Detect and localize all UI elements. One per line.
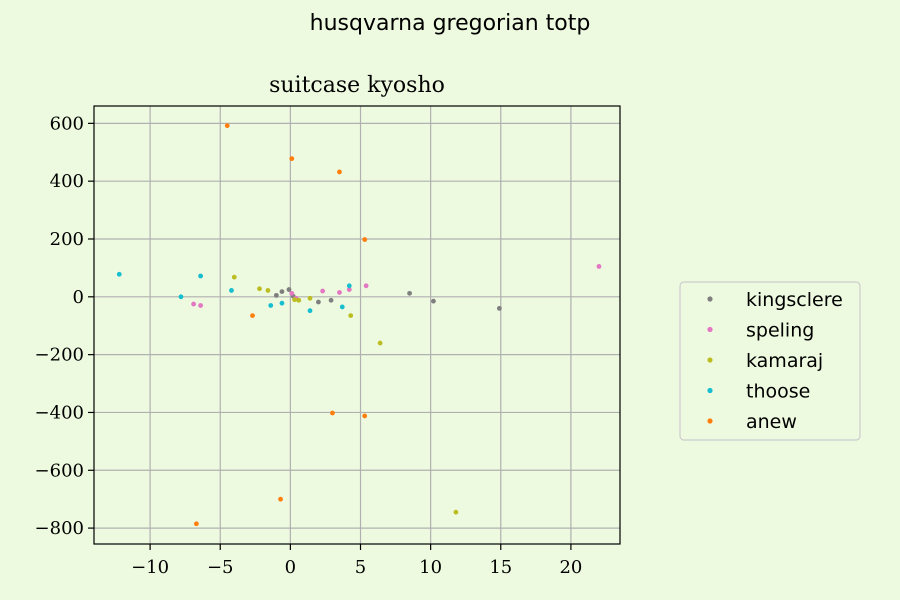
legend-box [679,281,861,441]
data-point-anew [362,237,368,242]
data-point-speling [363,283,369,289]
y-tick-label: 600 [50,113,84,134]
data-point-thoose [307,308,313,314]
y-tick-label: 0 [73,287,84,308]
data-point-kamaraj [231,274,237,280]
data-point-anew [362,413,368,419]
x-tick-label: −5 [207,557,234,578]
y-tick-label: −800 [35,518,84,539]
data-point-speling [337,290,342,295]
data-point-kamaraj [377,340,383,346]
data-point-kingsclere [279,289,285,295]
data-point-kingsclere [328,297,334,303]
data-point-kamaraj [307,295,313,301]
data-point-kingsclere [286,287,292,292]
legend-label-kingsclere: kingsclere [746,289,843,311]
legend-label-speling: speling [746,320,814,342]
data-point-anew [330,410,335,416]
data-point-kingsclere [407,290,412,296]
data-point-thoose [339,304,345,310]
data-point-thoose [268,303,274,308]
legend-label-kamaraj: kamaraj [746,350,823,372]
x-tick-label: 10 [419,557,442,578]
y-tick-label: 200 [50,229,84,250]
legend-marker-thoose [707,387,713,394]
x-tick-label: −10 [131,557,169,578]
data-point-kingsclere [273,292,279,298]
data-point-thoose [279,300,285,306]
data-point-speling [198,303,204,308]
figure-suptitle: husqvarna gregorian totp [310,11,591,36]
legend-marker-kamaraj [707,357,713,363]
legend: kingsclere speling kamaraj thoose anew [679,281,861,441]
data-point-speling [289,290,295,296]
legend-label-thoose: thoose [746,381,810,403]
y-tick-label: −600 [35,460,84,481]
data-point-kamaraj [348,313,354,319]
data-point-thoose [346,283,352,289]
data-point-anew [250,313,255,319]
legend-marker-kingsclere [707,296,713,302]
y-axis-ticks: 600 400 200 0 −200 −400 −600 −800 [35,113,94,539]
data-point-kamaraj [453,509,459,515]
data-point-anew [193,521,199,527]
data-point-thoose [178,294,184,300]
x-tick-label: 0 [285,557,296,578]
data-point-kamaraj [265,288,271,293]
data-point-speling [346,287,352,292]
data-point-speling [596,264,602,269]
data-point-anew [224,123,230,129]
data-point-kingsclere [431,298,436,304]
data-point-anew [278,496,283,502]
y-tick-label: −400 [35,402,84,423]
data-point-anew [289,156,295,162]
data-point-kamaraj [292,297,297,303]
data-point-thoose [116,271,122,277]
data-point-speling [320,288,326,294]
data-point-thoose [198,273,204,279]
data-point-kingsclere [316,299,321,305]
grid-lines [94,106,620,544]
data-point-speling [191,301,196,307]
x-tick-label: 20 [559,557,582,578]
legend-marker-speling [707,326,713,333]
legend-marker-anew [707,418,713,424]
x-axis-ticks: −10 −5 0 5 10 15 20 [131,544,582,578]
chart-title: suitcase kyosho [269,73,445,98]
data-point-kingsclere [496,305,502,311]
y-tick-label: −200 [35,345,84,366]
x-tick-label: 5 [355,557,366,578]
data-point-anew [337,169,342,175]
data-point-kamaraj [257,286,262,292]
y-tick-label: 400 [50,171,84,192]
data-point-kamaraj [296,297,302,303]
plot-frame [93,105,621,545]
data-point-thoose [229,288,234,293]
data-points [116,123,602,527]
legend-label-anew: anew [746,411,797,433]
x-tick-label: 15 [489,557,512,578]
